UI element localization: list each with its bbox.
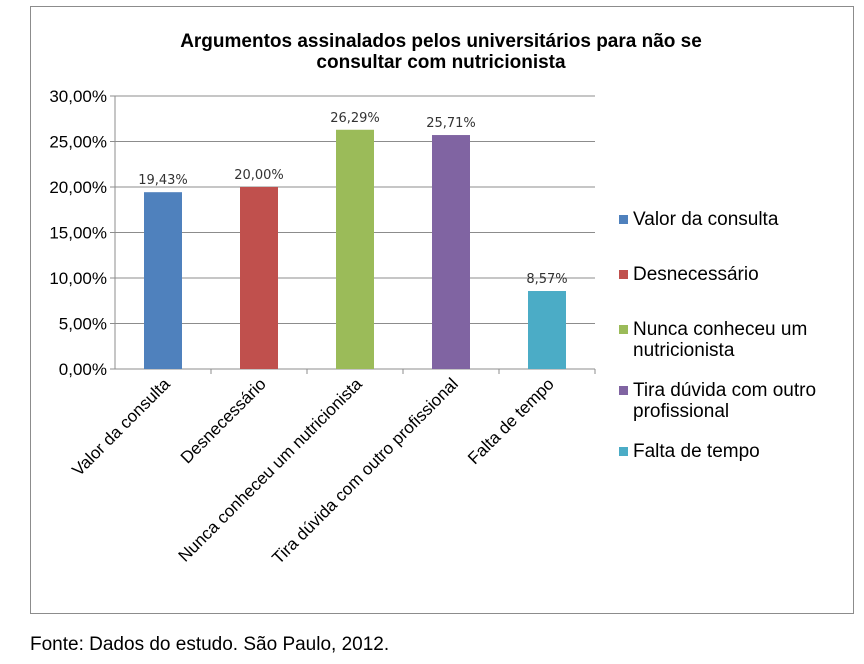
legend-label: Valor da consulta xyxy=(633,209,779,230)
legend-swatch xyxy=(619,325,628,334)
category-label: Desnecessário xyxy=(177,374,270,467)
category-label: Valor da consulta xyxy=(68,374,174,480)
legend-label: Desnecessário xyxy=(633,264,759,285)
source-note: Fonte: Dados do estudo. São Paulo, 2012. xyxy=(30,634,390,655)
data-label: 25,71% xyxy=(426,116,476,131)
y-tick-label: 15,00% xyxy=(49,224,107,243)
y-tick-label: 30,00% xyxy=(49,87,107,106)
y-tick-label: 25,00% xyxy=(49,133,107,152)
bar xyxy=(144,192,182,369)
y-tick-label: 0,00% xyxy=(59,360,107,379)
legend-label: profissional xyxy=(633,401,729,422)
y-tick-label: 10,00% xyxy=(49,269,107,288)
bar-chart: Argumentos assinalados pelos universitár… xyxy=(49,31,816,568)
legend-swatch xyxy=(619,270,628,279)
bar xyxy=(528,291,566,369)
data-label: 20,00% xyxy=(234,168,284,183)
legend-swatch xyxy=(619,447,628,456)
legend-label: Tira dúvida com outro xyxy=(633,380,816,401)
bar xyxy=(432,135,470,369)
chart-frame: Argumentos assinalados pelos universitár… xyxy=(30,6,854,614)
legend-label: Falta de tempo xyxy=(633,441,760,462)
legend-label: nutricionista xyxy=(633,340,735,361)
data-label: 19,43% xyxy=(138,173,188,188)
bar xyxy=(240,187,278,369)
data-label: 8,57% xyxy=(526,272,567,287)
legend-swatch xyxy=(619,386,628,395)
chart-title-line: Argumentos assinalados pelos universitár… xyxy=(180,31,702,52)
y-tick-label: 5,00% xyxy=(59,315,107,334)
legend-label: Nunca conheceu um xyxy=(633,319,807,340)
bar xyxy=(336,129,374,369)
data-label: 26,29% xyxy=(330,111,380,126)
category-label: Falta de tempo xyxy=(464,374,558,468)
legend-swatch xyxy=(619,215,628,224)
category-label: Tira dúvida com outro profissional xyxy=(268,374,461,567)
y-tick-label: 20,00% xyxy=(49,178,107,197)
category-label: Nunca conheceu um nutricionista xyxy=(175,374,367,566)
chart-title-line: consultar com nutricionista xyxy=(316,52,566,73)
